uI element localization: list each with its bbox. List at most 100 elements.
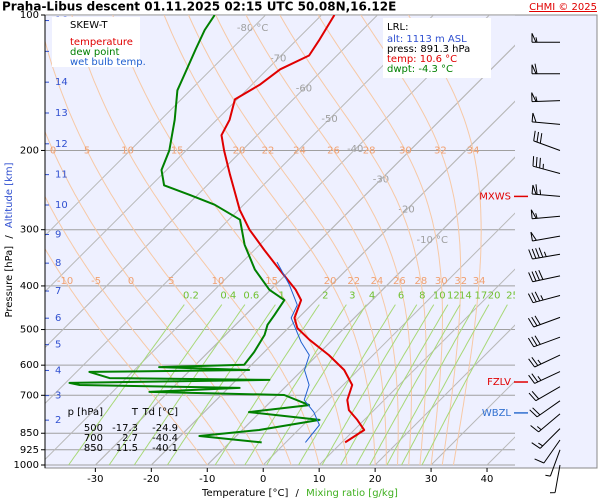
x-tick-label: -10 (199, 474, 215, 485)
mixing-ratio-label: 10 (433, 290, 446, 301)
y-tick-label: 925 (20, 445, 39, 456)
brand[interactable]: CHMI © 2025 (529, 2, 597, 13)
profile-line (276, 261, 320, 443)
moist-adiabat-label: 22 (262, 145, 275, 156)
profile-line (220, 15, 366, 444)
mixing-ratio-line (108, 304, 223, 466)
moist-adiabat-label: -5 (91, 276, 101, 287)
moist-adiabat (245, 15, 412, 466)
moist-adiabat-label: 24 (293, 145, 306, 156)
wind-barb (531, 33, 560, 43)
mixing-ratio-label: 6 (398, 290, 404, 301)
x-tick-label: -30 (87, 474, 103, 485)
x-label-temperature: Temperature [°C] (201, 488, 288, 499)
mixing-ratio-label: 17 (475, 290, 488, 301)
altitude-tick-label: 9 (55, 229, 61, 240)
mixing-ratio-line (166, 304, 276, 466)
altitude-tick-label: 6 (55, 313, 61, 324)
isotherm (150, 100, 515, 466)
mixing-ratio-line (298, 304, 396, 466)
y-label-separator: / (4, 235, 15, 239)
y-label-altitude: Altitude [km] (4, 162, 15, 228)
wind-barb (530, 413, 561, 433)
isotherm-label: -50 (321, 114, 337, 125)
altitude-tick-label: 8 (55, 258, 61, 269)
mixing-ratio-line (266, 304, 367, 466)
isotherm (430, 380, 515, 466)
x-tick-label: -20 (143, 474, 159, 485)
mixing-ratio-line (68, 304, 185, 466)
altitude-tick-label: 13 (55, 108, 68, 119)
profile-layer (68, 15, 366, 444)
mixing-ratio-label: 2 (322, 290, 328, 301)
moist-adiabat (45, 39, 292, 466)
mixing-ratio-label: 12 (447, 290, 460, 301)
plot-background (44, 14, 598, 469)
moist-adiabat-label: 5 (84, 145, 90, 156)
mixing-ratio-label: 0.6 (243, 290, 259, 301)
wind-barb (528, 269, 561, 283)
isotherm-label: -60 (296, 84, 312, 95)
isotherm (206, 156, 515, 466)
wind-barb (531, 63, 560, 75)
wind-barb (529, 400, 561, 418)
x-label-separator: / (296, 488, 300, 499)
mixing-ratio-label: 1 (278, 290, 284, 301)
table-header: Td [°C] (142, 407, 179, 418)
mixing-ratio-line (401, 304, 490, 466)
y-tick-label: 850 (20, 428, 39, 439)
legend-title: SKEW-T (70, 20, 108, 31)
mixing-ratio-label: 8 (419, 290, 425, 301)
moist-adiabat-label: 32 (434, 145, 447, 156)
wind-barb (528, 386, 561, 402)
wind-barb (531, 428, 561, 449)
isotherm (262, 212, 515, 466)
lrl-box (383, 18, 491, 78)
wind-barb (531, 184, 561, 197)
moist-adiabat-label: 30 (399, 145, 412, 156)
isotherm (374, 324, 515, 466)
table-cell: 700 (84, 433, 103, 444)
moist-adiabat-label: 0 (50, 145, 56, 156)
altitude-tick-label: 12 (55, 139, 68, 150)
y-tick-label: 700 (20, 390, 39, 401)
moist-adiabat (317, 15, 443, 466)
y-tick-label: 400 (20, 281, 39, 292)
mixing-ratio-line (214, 304, 320, 466)
table-cell: 11.5 (116, 443, 138, 454)
y-tick-label: 300 (20, 225, 39, 236)
table-cell: -24.9 (152, 423, 178, 434)
x-tick-label: 10 (313, 474, 326, 485)
mixing-ratio-line (421, 304, 508, 466)
isotherm (45, 15, 490, 461)
moist-adiabat-label: 0 (128, 276, 134, 287)
y-tick-label: 500 (20, 325, 39, 336)
legend-entry: wet bulb temp. (70, 57, 146, 68)
mixing-ratio-label: 0.4 (220, 290, 236, 301)
altitude-tick-label: 5 (55, 340, 61, 351)
x-tick-label: 40 (481, 474, 494, 485)
level-label: FZLV (487, 377, 511, 388)
moist-adiabat-label: 28 (414, 276, 427, 287)
moist-adiabat (45, 247, 208, 466)
y-label-pressure: Pressure [hPa] (4, 246, 15, 318)
isotherm-label: -10 °C (417, 235, 449, 246)
moist-adiabat-label: 20 (324, 276, 337, 287)
mixing-ratio-line (244, 304, 347, 466)
mixing-ratio-label: 3 (349, 290, 355, 301)
isotherm (45, 15, 322, 293)
isotherm-label: -30 (373, 174, 389, 185)
wind-barb (534, 439, 561, 464)
lrl-title: LRL: (387, 22, 408, 33)
y-axis-label: Pressure [hPa] / Altitude [km] (4, 162, 15, 317)
wind-barb (532, 156, 561, 174)
moist-adiabat-label: 32 (454, 276, 467, 287)
mixing-ratio-line (133, 304, 246, 466)
moist-adiabat (45, 195, 236, 466)
wind-barb (527, 315, 561, 328)
mixing-ratio-line (369, 304, 461, 466)
moist-adiabat (71, 15, 320, 466)
